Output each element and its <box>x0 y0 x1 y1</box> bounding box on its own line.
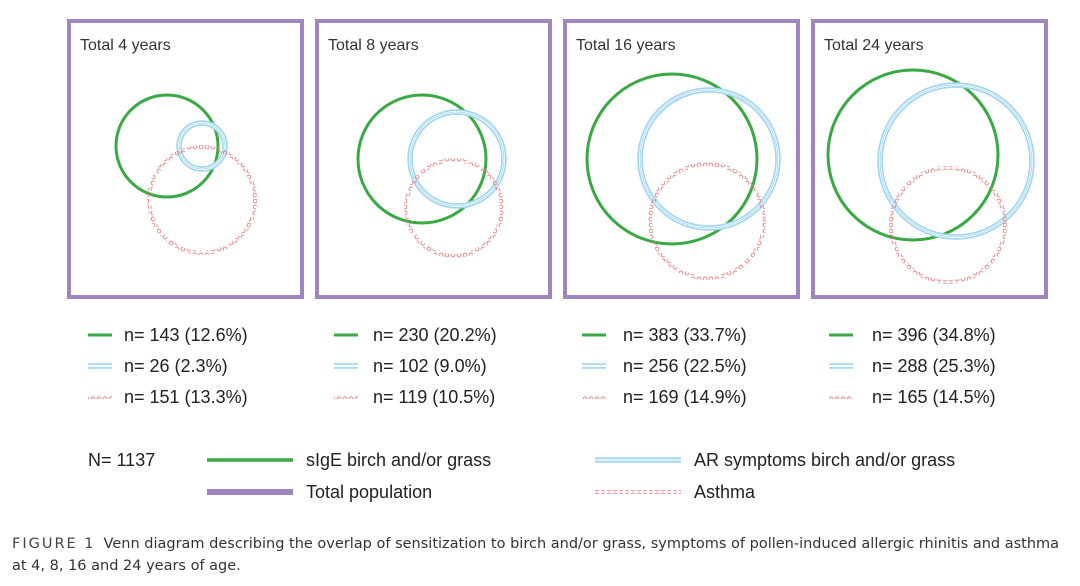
asthma-circle <box>648 162 766 280</box>
venn-sets <box>356 93 507 258</box>
ar-count: n= 26 (2.3%) <box>124 356 228 376</box>
ar-circle-center <box>178 122 226 170</box>
sige-count: n= 396 (34.8%) <box>872 325 996 345</box>
venn-sets <box>585 72 781 280</box>
asthma-circle <box>147 145 257 255</box>
ar-count: n= 288 (25.3%) <box>872 356 996 376</box>
population-frame <box>315 19 552 299</box>
panel-8-years: Total 8 years <box>315 19 552 299</box>
sige-circle <box>585 72 759 246</box>
ar-circle-center <box>639 89 779 229</box>
panel-title: Total 4 years <box>80 37 171 54</box>
population-frame <box>811 19 1048 299</box>
counts-8-years: n= 230 (20.2%) n= 102 (9.0%) n= 119 (10.… <box>334 325 497 407</box>
population-frame <box>67 19 304 299</box>
population-frame <box>563 19 800 299</box>
ar-circle-center <box>409 111 505 207</box>
panel-4-years: Total 4 years <box>67 19 304 299</box>
figure-caption: FIGURE 1 Venn diagram describing the over… <box>12 533 1072 577</box>
sige-count: n= 230 (20.2%) <box>373 325 497 345</box>
legend: N= 1137 sIgE birch and/or grass Total po… <box>88 450 955 502</box>
venn-sets <box>826 68 1035 284</box>
panel-24-years: Total 24 years <box>811 19 1048 299</box>
figure-label: FIGURE 1 <box>12 536 96 552</box>
panel-title: Total 8 years <box>328 37 419 54</box>
counts-4-years: n= 143 (12.6%) n= 26 (2.3%) n= 151 (13.3… <box>88 325 248 407</box>
panel-title: Total 16 years <box>576 37 676 54</box>
sige-count: n= 143 (12.6%) <box>124 325 248 345</box>
ar-circle-center <box>879 84 1033 238</box>
asthma-count: n= 169 (14.9%) <box>623 387 747 407</box>
legend-population-label: Total population <box>306 482 432 502</box>
sige-circle <box>826 68 1000 242</box>
ar-count: n= 102 (9.0%) <box>373 356 487 376</box>
sige-circle <box>356 93 488 225</box>
legend-asthma-label: Asthma <box>694 482 756 502</box>
asthma-count: n= 119 (10.5%) <box>373 387 495 407</box>
legend-sige-label: sIgE birch and/or grass <box>306 450 491 470</box>
panel-title: Total 24 years <box>824 37 924 54</box>
ar-count: n= 256 (22.5%) <box>623 356 747 376</box>
venn-figure: Total 4 years Total 8 years Total 16 yea… <box>67 19 1048 502</box>
venn-sets <box>114 93 257 255</box>
sige-count: n= 383 (33.7%) <box>623 325 747 345</box>
total-n-label: N= 1137 <box>88 450 155 470</box>
counts-24-years: n= 396 (34.8%) n= 288 (25.3%) n= 165 (14… <box>829 325 996 407</box>
ar-circle-inner <box>878 83 1034 239</box>
asthma-circle <box>404 158 504 258</box>
caption-text: Venn diagram describing the overlap of s… <box>12 536 1060 574</box>
counts-16-years: n= 383 (33.7%) n= 256 (22.5%) n= 169 (14… <box>582 325 747 407</box>
asthma-count: n= 151 (13.3%) <box>124 387 248 407</box>
legend-ar-label: AR symptoms birch and/or grass <box>694 450 955 470</box>
asthma-count: n= 165 (14.5%) <box>872 387 996 407</box>
panel-16-years: Total 16 years <box>563 19 800 299</box>
sige-circle <box>114 93 220 199</box>
asthma-circle <box>889 166 1007 284</box>
